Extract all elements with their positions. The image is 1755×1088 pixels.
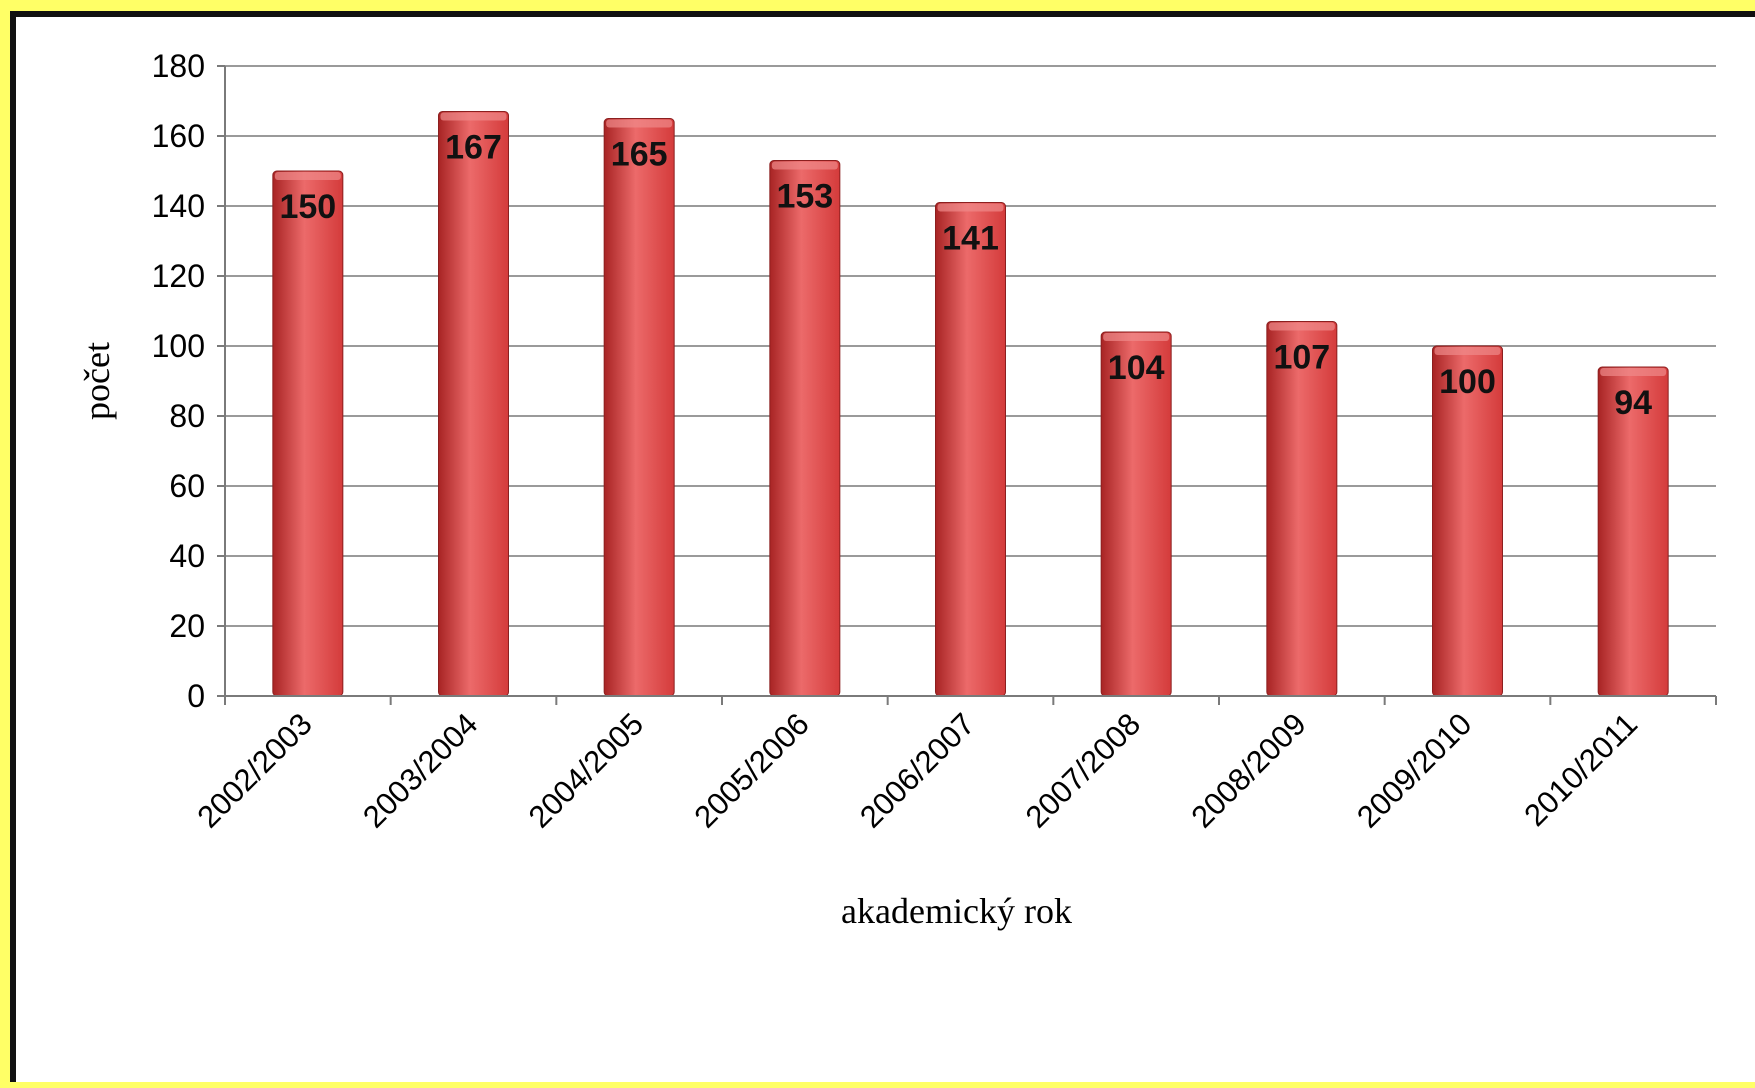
y-tick-label: 180 xyxy=(152,48,205,84)
chart-frame: 0 20 40 60 80 100 120 140 160 180 150 2002/2003 167 2… xyxy=(10,11,1755,1082)
y-tick-label: 80 xyxy=(169,398,205,434)
bar-highlight xyxy=(440,112,507,121)
data-label: 141 xyxy=(942,220,999,258)
bar-highlight xyxy=(1268,322,1335,331)
x-tick-label: 2010/2011 xyxy=(1517,706,1644,833)
x-tick-label: 2008/2009 xyxy=(1184,706,1312,834)
x-tick-label: 2002/2003 xyxy=(190,706,318,834)
bar-highlight xyxy=(937,203,1004,212)
data-label: 167 xyxy=(445,129,502,167)
bar-highlight xyxy=(1434,347,1501,355)
y-tick-label: 20 xyxy=(169,608,205,644)
bar-highlight xyxy=(1103,333,1170,341)
bar xyxy=(272,170,344,697)
bar xyxy=(603,118,675,697)
data-label: 165 xyxy=(611,136,668,174)
x-tick-label: 2007/2008 xyxy=(1019,706,1147,834)
bar-highlight xyxy=(1600,368,1667,376)
axes xyxy=(217,65,1717,705)
data-label: 100 xyxy=(1439,363,1496,401)
y-tick-label: 160 xyxy=(152,118,205,154)
bar xyxy=(769,160,841,697)
y-tick-label: 140 xyxy=(152,188,205,224)
bar-chart: 0 20 40 60 80 100 120 140 160 180 150 2002/2003 167 2… xyxy=(77,48,1717,931)
bar-highlight xyxy=(274,172,341,180)
x-tick-label: 2006/2007 xyxy=(853,706,981,834)
data-label: 153 xyxy=(776,178,833,216)
x-axis-title: akademický rok xyxy=(841,891,1072,931)
x-tick-label: 2003/2004 xyxy=(356,706,484,834)
bar-highlight xyxy=(771,161,838,170)
bar-highlight xyxy=(606,119,673,128)
y-tick-label: 40 xyxy=(169,538,205,574)
y-tick-label: 120 xyxy=(152,258,205,294)
bars xyxy=(272,111,1669,697)
y-axis-title: počet xyxy=(77,342,117,420)
y-tick-label: 0 xyxy=(187,678,205,714)
data-label: 104 xyxy=(1108,349,1165,387)
x-tick-label: 2004/2005 xyxy=(522,706,650,834)
x-tick-label: 2005/2006 xyxy=(687,706,815,834)
y-tick-label: 60 xyxy=(169,468,205,504)
labels: 0 20 40 60 80 100 120 140 160 180 150 2002/2003 167 2… xyxy=(152,48,1653,835)
data-label: 94 xyxy=(1614,384,1652,422)
bar xyxy=(438,111,509,697)
bar xyxy=(1266,321,1338,697)
data-label: 107 xyxy=(1273,339,1330,377)
x-tick-label: 2009/2010 xyxy=(1350,706,1478,834)
bar xyxy=(935,202,1006,697)
y-tick-label: 100 xyxy=(152,328,205,364)
data-label: 150 xyxy=(279,188,336,226)
